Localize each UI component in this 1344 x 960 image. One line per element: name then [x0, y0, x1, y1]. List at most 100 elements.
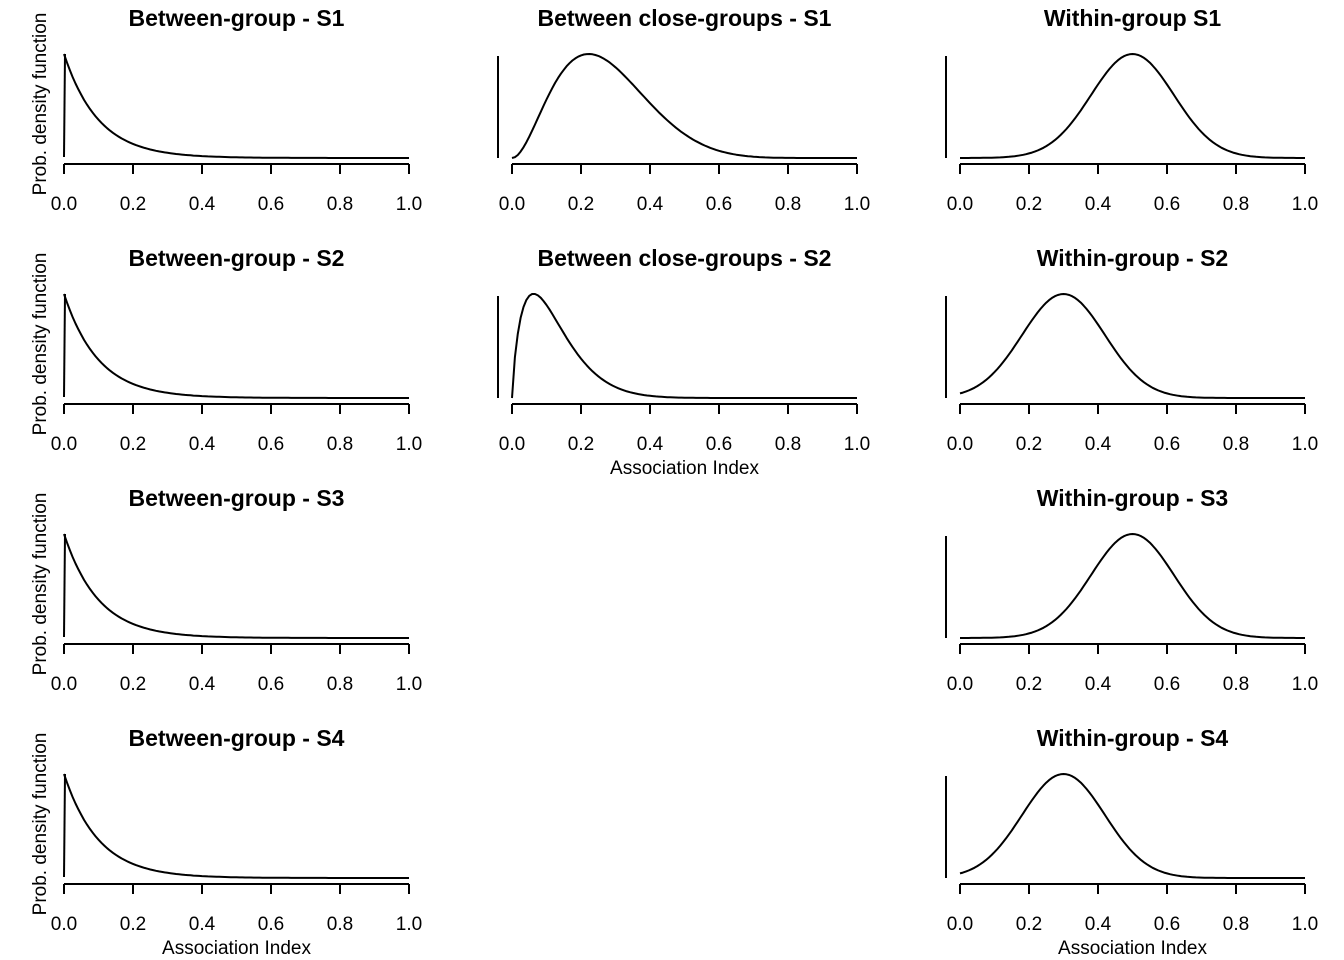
x-tick-label: 0.8 [1223, 434, 1249, 455]
x-tick-label: 1.0 [1292, 674, 1318, 695]
x-tick-label: 0.8 [1223, 914, 1249, 935]
y-axis-line [63, 773, 66, 878]
x-tick-label: 0.2 [120, 674, 146, 695]
x-tick-label: 0.4 [637, 194, 664, 215]
x-tick-label: 0.2 [120, 914, 146, 935]
y-axis-label: Prob. density function [30, 13, 51, 196]
x-tick-label: 0.2 [1016, 194, 1042, 215]
panel-title: Between close-groups - S2 [538, 245, 832, 271]
x-tick-label: 0.4 [189, 674, 216, 695]
panel-title: Within-group S1 [1044, 5, 1222, 31]
panel-2: Between close-groups - S1 0.0 0.2 0.4 0.6 0.8… [497, 5, 870, 215]
panel-8: Within-group - S3 0.0 0.2 0.4 0.6 0.8 1.0 [945, 485, 1318, 695]
x-tick-label: 1.0 [844, 434, 870, 455]
y-axis-label: Prob. density function [30, 253, 51, 436]
x-tick-label: 0.2 [120, 434, 146, 455]
y-axis-label: Prob. density function [30, 493, 51, 676]
x-tick-label: 0.6 [1154, 194, 1180, 215]
panel-10: Within-group - S4 0.0 0.2 0.4 0.6 0.8 1.0 Assoc… [945, 725, 1318, 959]
x-tick-label: 0.4 [189, 434, 216, 455]
panel-title: Within-group - S3 [1037, 485, 1228, 511]
x-tick-label: 0.4 [1085, 194, 1112, 215]
x-tick-label: 0.8 [1223, 194, 1249, 215]
x-tick-label: 0.8 [775, 434, 801, 455]
panel-title: Between-group - S3 [129, 485, 345, 511]
density-curve [63, 293, 409, 399]
x-tick-label: 1.0 [1292, 194, 1318, 215]
x-tick-label: 0.0 [51, 674, 77, 695]
x-tick-label: 1.0 [844, 194, 870, 215]
x-tick-label: 0.6 [706, 194, 732, 215]
panel-title: Between-group - S4 [129, 725, 345, 751]
x-tick-label: 0.6 [1154, 674, 1180, 695]
x-tick-label: 0.6 [1154, 914, 1180, 935]
x-tick-label: 0.2 [568, 434, 594, 455]
panel-title: Within-group - S2 [1037, 245, 1228, 271]
x-tick-label: 0.6 [258, 434, 284, 455]
panel-3: Within-group S1 0.0 0.2 0.4 0.6 0.8 1.0 [945, 5, 1318, 215]
x-tick-label: 0.2 [1016, 674, 1042, 695]
x-tick-label: 0.0 [51, 194, 77, 215]
x-tick-label: 0.0 [499, 194, 525, 215]
x-tick-label: 1.0 [396, 914, 422, 935]
x-tick-label: 0.4 [1085, 434, 1112, 455]
x-tick-label: 0.2 [120, 194, 146, 215]
x-tick-label: 0.2 [1016, 914, 1042, 935]
panel-4: Between-group - S2 0.0 0.2 0.4 0.6 0.8 1.0 Prob… [30, 245, 422, 455]
x-tick-label: 0.8 [1223, 674, 1249, 695]
x-tick-label: 0.6 [258, 674, 284, 695]
density-curve [511, 293, 857, 399]
x-tick-label: 0.4 [189, 914, 216, 935]
x-tick-label: 0.6 [1154, 434, 1180, 455]
panel-title: Within-group - S4 [1037, 725, 1229, 751]
density-curve [63, 53, 409, 159]
panel-6: Within-group - S2 0.0 0.2 0.4 0.6 0.8 1.0 [945, 245, 1318, 455]
x-tick-label: 0.2 [1016, 434, 1042, 455]
density-curve [960, 53, 1305, 159]
panel-title: Between close-groups - S1 [538, 5, 832, 31]
panel-9: Between-group - S4 0.0 0.2 0.4 0.6 0.8 1.0 Prob… [30, 725, 422, 959]
panel-5: Between close-groups - S2 0.0 0.2 0.4 0.6 0.8… [497, 245, 870, 479]
x-tick-label: 0.6 [258, 194, 284, 215]
x-tick-label: 0.8 [327, 674, 353, 695]
x-tick-label: 0.0 [947, 674, 973, 695]
panel-title: Between-group - S2 [129, 245, 345, 271]
x-tick-label: 0.0 [51, 914, 77, 935]
x-axis-label: Association Index [1058, 938, 1207, 959]
x-axis-label: Association Index [610, 458, 759, 479]
density-curve [511, 53, 857, 159]
panel-7: Between-group - S3 0.0 0.2 0.4 0.6 0.8 1.0 Prob… [30, 485, 422, 695]
panel-title: Between-group - S1 [129, 5, 345, 31]
density-curve [959, 773, 1305, 879]
x-tick-label: 1.0 [1292, 914, 1318, 935]
density-curve [959, 293, 1305, 399]
x-tick-label: 1.0 [396, 674, 422, 695]
x-axis-label: Association Index [162, 938, 311, 959]
x-tick-label: 0.0 [947, 914, 973, 935]
x-tick-label: 0.4 [189, 194, 216, 215]
x-tick-label: 0.0 [499, 434, 525, 455]
x-tick-label: 0.8 [327, 434, 353, 455]
y-axis-line [63, 533, 66, 638]
y-axis-line [63, 293, 66, 398]
density-curve [63, 533, 409, 639]
density-curve [960, 533, 1305, 639]
x-tick-label: 0.0 [51, 434, 77, 455]
density-curve [63, 773, 409, 879]
panel-1: Between-group - S1 0.0 0.2 0.4 0.6 0.8 1.0 Prob… [30, 5, 422, 215]
x-tick-label: 0.0 [947, 434, 973, 455]
y-axis-label: Prob. density function [30, 733, 51, 916]
x-tick-label: 0.6 [706, 434, 732, 455]
x-tick-label: 1.0 [396, 434, 422, 455]
x-tick-label: 0.4 [637, 434, 664, 455]
x-tick-label: 1.0 [396, 194, 422, 215]
x-tick-label: 0.0 [947, 194, 973, 215]
x-tick-label: 1.0 [1292, 434, 1318, 455]
y-axis-line [63, 53, 66, 158]
x-tick-label: 0.8 [327, 914, 353, 935]
x-tick-label: 0.8 [775, 194, 801, 215]
x-tick-label: 0.8 [327, 194, 353, 215]
x-tick-label: 0.4 [1085, 674, 1112, 695]
x-tick-label: 0.6 [258, 914, 284, 935]
